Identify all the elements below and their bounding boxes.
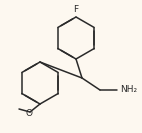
Text: F: F (73, 5, 79, 14)
Text: O: O (26, 109, 33, 117)
Text: NH₂: NH₂ (120, 86, 137, 95)
